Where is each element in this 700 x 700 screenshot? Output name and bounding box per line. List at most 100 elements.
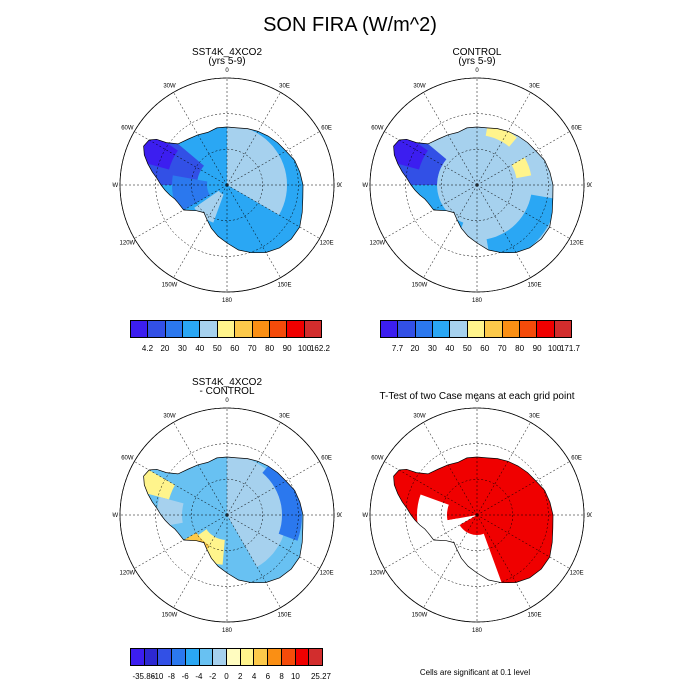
- coastline: [393, 126, 554, 254]
- meridian-line: [173, 422, 228, 516]
- latitude-circle: [191, 479, 263, 551]
- colorbar-swatch: [537, 321, 555, 337]
- field-patch: [417, 494, 449, 531]
- field-patch: [511, 157, 532, 179]
- colorbar-label: -6: [181, 672, 189, 681]
- meridian-line: [134, 461, 228, 516]
- panel-control: CONTROL (yrs 5-9) 0 30E 60E 90E 120E 150E 180 1…: [362, 44, 592, 305]
- latitude-circle: [441, 479, 513, 551]
- meridian-line: [423, 92, 478, 186]
- longitude-label: 60W: [371, 126, 384, 132]
- longitude-label: 150W: [162, 613, 178, 619]
- meridian-line: [476, 514, 570, 569]
- longitude-label: 30E: [279, 83, 290, 89]
- longitude-label: 30W: [413, 83, 426, 89]
- outer-ring: [369, 77, 585, 293]
- colorbar-swatch: [519, 321, 538, 337]
- longitude-label: 60W: [121, 456, 134, 462]
- meridian-line: [134, 184, 228, 239]
- colorbar-label: 90: [282, 344, 292, 353]
- colorbar-label: 50: [462, 344, 472, 353]
- colorbar-swatch: [485, 321, 503, 337]
- longitude-label: 150E: [277, 613, 291, 619]
- longitude-label: 150W: [412, 613, 428, 619]
- colorbar-swatch: [144, 649, 159, 665]
- longitude-label: 60W: [371, 456, 384, 462]
- colorbar-label: 6: [265, 672, 271, 681]
- coastline: [143, 126, 304, 254]
- meridian-line: [476, 422, 531, 516]
- meridian-line: [226, 184, 320, 239]
- meridian-line: [384, 131, 478, 186]
- meridian-line: [226, 461, 320, 516]
- meridian-line: [423, 184, 478, 278]
- longitude-label: 150W: [412, 283, 428, 289]
- colorbar-swatch: [131, 649, 145, 665]
- panel-sst4k: SST4K_4XCO2 (yrs 5-9) 0 30E 60E 90E 120E 150E…: [112, 44, 342, 305]
- longitude-label: 90E: [337, 183, 342, 189]
- colorbar-label: 0: [224, 672, 229, 681]
- colorbar-swatch: [381, 321, 399, 337]
- longitude-label: 60E: [571, 456, 582, 462]
- longitude-label: 120E: [320, 571, 334, 577]
- colorbar-swatch: [269, 321, 288, 337]
- panel-title: T-Test of two Case means at each grid po…: [379, 391, 575, 402]
- colorbar-swatch: [268, 649, 282, 665]
- longitude-label: 60E: [571, 126, 582, 132]
- meridian-line: [423, 422, 478, 516]
- colorbar-label: 171.7: [559, 344, 581, 353]
- meridian-line: [226, 131, 320, 186]
- longitude-label: 120E: [570, 241, 584, 247]
- polar-map: 0 30E 60E 90E 120E 150E 180 150W 120W 90W 60W 30W: [362, 398, 592, 634]
- longitude-label: 150W: [162, 283, 178, 289]
- colorbar-label: 100: [547, 344, 562, 353]
- longitude-label: 120E: [320, 241, 334, 247]
- panel-title: SST4K_4XCO2: [191, 377, 263, 388]
- meridian-line: [226, 184, 281, 278]
- colorbar-swatch: [295, 649, 310, 665]
- longitude-label: 90W: [362, 513, 369, 519]
- colorbar-label: 2: [238, 672, 243, 681]
- colorbar-control: 7.7 20 30 40 50 60 70 80 90 100 171.7: [380, 320, 580, 360]
- panel-title: CONTROL: [452, 47, 502, 58]
- longitude-label: 120W: [120, 241, 136, 247]
- longitude-label: 30E: [279, 413, 290, 419]
- longitude-label: 90W: [362, 183, 369, 189]
- colorbar-sst4k: 4.2 20 30 40 50 60 70 80 90 100 162.2: [130, 320, 330, 360]
- meridian-line: [226, 92, 281, 186]
- latitude-circle: [405, 443, 549, 587]
- colorbar-label: 10: [290, 672, 300, 681]
- colorbar-label: 8: [279, 672, 284, 681]
- data-field: [143, 127, 303, 253]
- meridian-line: [134, 514, 228, 569]
- colorbar-swatch: [158, 649, 173, 665]
- longitude-label: 60E: [321, 456, 332, 462]
- colorbar-swatches: [380, 320, 572, 338]
- colorbar-swatch: [217, 321, 236, 337]
- colorbar-label: 30: [427, 344, 437, 353]
- outer-ring: [119, 77, 335, 293]
- longitude-label: 150E: [527, 283, 541, 289]
- colorbar-swatch: [199, 649, 214, 665]
- meridian-line: [226, 514, 281, 608]
- longitude-label: 0: [225, 68, 229, 74]
- figure-title: SON FIRA (W/m^2): [263, 14, 437, 36]
- colorbar-label: 90: [532, 344, 542, 353]
- field-patch: [447, 515, 477, 530]
- longitude-label: 0: [475, 398, 479, 404]
- field-patch: [172, 175, 210, 213]
- colorbar-label: -35.86: [132, 672, 156, 681]
- panel-title: SST4K_4XCO2: [191, 47, 263, 58]
- outer-ring: [119, 407, 335, 623]
- colorbar-swatch: [240, 649, 255, 665]
- colorbar-swatch: [309, 649, 323, 665]
- panel-subtitle: - CONTROL: [199, 386, 255, 397]
- colorbar-label: 70: [247, 344, 257, 353]
- longitude-label: 0: [225, 398, 229, 404]
- colorbar-swatch: [467, 321, 486, 337]
- meridian-line: [476, 184, 531, 278]
- longitude-label: 30W: [163, 413, 176, 419]
- meridian-line: [173, 514, 228, 608]
- colorbar-swatch: [433, 321, 451, 337]
- meridian-line: [476, 184, 570, 239]
